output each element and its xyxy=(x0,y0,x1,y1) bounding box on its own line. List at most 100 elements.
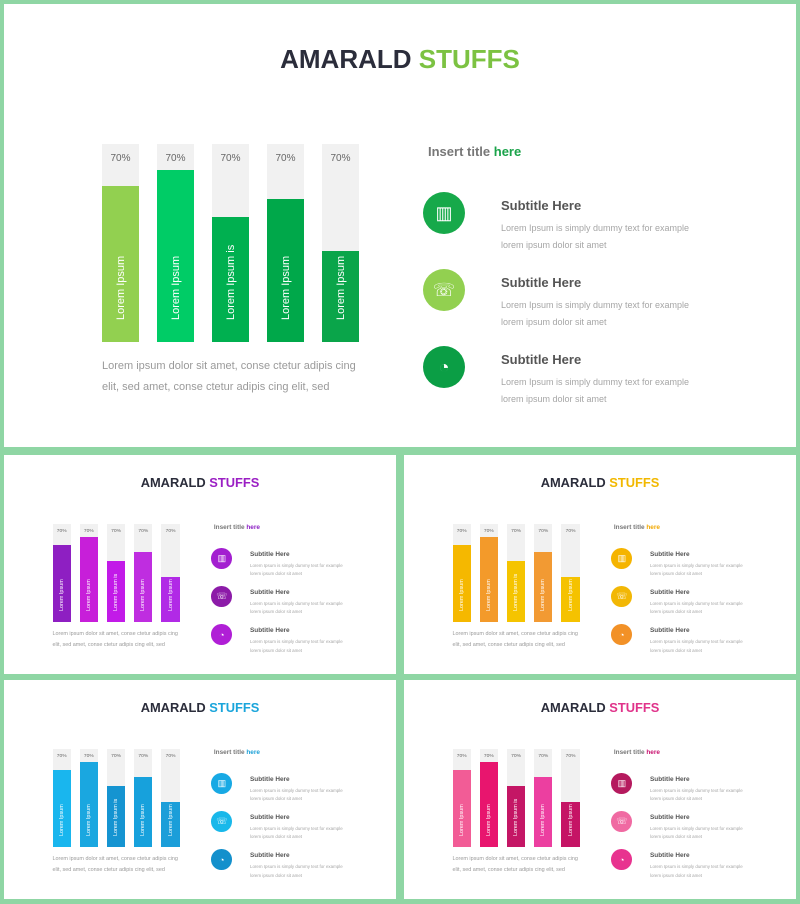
bar-percent-label: 70% xyxy=(456,753,467,759)
item-subtitle: Subtitle Here xyxy=(650,551,690,559)
bar-label: Lorem Ipsum is xyxy=(224,244,237,320)
bar-percent-label: 70% xyxy=(83,528,94,534)
bar: Lorem Ipsum is xyxy=(212,217,249,342)
bar-percent-label: 70% xyxy=(565,753,576,759)
bar-track: 70% Lorem Ipsum xyxy=(452,524,471,623)
item-description: Lorem Ipsum is simply dummy text for exa… xyxy=(501,377,690,404)
bar-label: Lorem Ipsum xyxy=(485,579,492,612)
bar-label: Lorem Ipsum xyxy=(540,579,547,612)
pie-gear-icon: ◔ xyxy=(611,849,633,871)
support-24-icon: ☏ xyxy=(611,586,633,607)
bar: Lorem Ipsum xyxy=(52,769,71,848)
insert-title-text: Insert title xyxy=(213,749,245,757)
bar: Lorem Ipsum xyxy=(79,537,99,623)
feature-item: ☏ Subtitle Here Lorem Ipsum is simply dumm… xyxy=(423,269,723,339)
feature-item: ▥ Subtitle Here Lorem Ipsum is simply dumm… xyxy=(211,773,360,808)
bar: Lorem Ipsum is xyxy=(506,785,526,848)
bar-label: Lorem Ipsum xyxy=(167,804,174,837)
bar-track: 70% Lorem Ipsum xyxy=(134,524,153,623)
bar-percent-label: 70% xyxy=(511,528,522,534)
caption-text: Lorem ipsum dolor sit amet, conse ctetur… xyxy=(452,631,578,648)
bar-track: 70% Lorem Ipsum xyxy=(267,144,304,342)
bar-track: 70% Lorem Ipsum xyxy=(479,749,499,848)
item-description: Lorem Ipsum is simply dummy text for exa… xyxy=(650,562,743,577)
bar-label: Lorem Ipsum xyxy=(567,804,574,837)
caption-text: Lorem ipsum dolor sit amet, conse ctetur… xyxy=(52,631,178,648)
bar-percent-label: 70% xyxy=(83,753,94,759)
bar-percent-label: 70% xyxy=(565,528,576,534)
item-description: Lorem Ipsum is simply dummy text for exa… xyxy=(250,787,343,802)
bar-track: 70% Lorem Ipsum xyxy=(157,144,194,342)
bar-label: Lorem Ipsum xyxy=(140,804,147,837)
bar-chart: 70% Lorem Ipsum 70% Lorem Ipsum 70% Lorem Ips… xyxy=(52,749,180,848)
insert-title: Insert title here xyxy=(214,749,260,756)
bar-track: 70% Lorem Ipsum xyxy=(161,524,180,623)
item-description: Lorem Ipsum is simply dummy text for exa… xyxy=(650,639,743,653)
bar-track: 70% Lorem Ipsum xyxy=(79,749,99,848)
bar: Lorem Ipsum xyxy=(161,802,180,848)
insert-title: Insert title here xyxy=(214,524,260,531)
chart-icon: ▥ xyxy=(211,548,233,569)
item-description: Lorem Ipsum is simply dummy text for exa… xyxy=(650,601,743,615)
bar-percent-label: 70% xyxy=(56,528,67,534)
bar-percent-label: 70% xyxy=(511,753,522,759)
insert-title-text: Insert title xyxy=(613,749,645,757)
item-description: Lorem Ipsum is simply dummy text for exa… xyxy=(250,601,343,615)
caption-text: Lorem ipsum dolor sit amet, conse ctetur… xyxy=(452,856,578,873)
bar-label: Lorem Ipsum xyxy=(334,255,347,320)
item-subtitle: Subtitle Here xyxy=(650,627,690,635)
slide-title: AMARALD STUFFS xyxy=(4,475,396,490)
bar-chart: 70% Lorem Ipsum 70% Lorem Ipsum 70% Lorem Ips… xyxy=(52,524,180,623)
feature-item: ☏ Subtitle Here Lorem Ipsum is simply dumm… xyxy=(211,586,360,621)
bar-percent-label: 70% xyxy=(165,528,176,534)
feature-item: ▥ Subtitle Here Lorem Ipsum is simply dumm… xyxy=(611,548,760,583)
bar: Lorem Ipsum xyxy=(561,577,580,623)
bar: Lorem Ipsum xyxy=(79,762,99,848)
bar-track: 70% Lorem Ipsum is xyxy=(106,749,126,848)
bar: Lorem Ipsum xyxy=(267,199,304,342)
bar-label: Lorem Ipsum xyxy=(58,579,65,612)
item-subtitle: Subtitle Here xyxy=(250,852,290,860)
bar-label: Lorem Ipsum xyxy=(567,579,574,612)
title-prefix: AMARALD xyxy=(140,474,206,490)
bar-track: 70% Lorem Ipsum is xyxy=(106,524,126,623)
title-prefix: AMARALD xyxy=(140,699,206,715)
bar-track: 70% Lorem Ipsum xyxy=(79,524,99,623)
bar-track: 70% Lorem Ipsum xyxy=(561,749,580,848)
pie-gear-icon: ◔ xyxy=(211,624,233,646)
title-accent: STUFFS xyxy=(418,44,520,74)
item-subtitle: Subtitle Here xyxy=(501,275,582,290)
bar: Lorem Ipsum xyxy=(534,551,553,623)
bar-label: Lorem Ipsum xyxy=(458,804,465,837)
feature-item: ◔ Subtitle Here Lorem Ipsum is simply dumm… xyxy=(211,624,360,659)
bar-percent-label: 70% xyxy=(220,153,241,164)
bar: Lorem Ipsum xyxy=(134,776,153,848)
bar-label: Lorem Ipsum xyxy=(85,804,92,837)
item-description: Lorem Ipsum is simply dummy text for exa… xyxy=(250,864,343,878)
slide-title: AMARALD STUFFS xyxy=(4,700,396,715)
bar: Lorem Ipsum xyxy=(134,551,153,623)
bar: Lorem Ipsum xyxy=(452,769,471,848)
bar: Lorem Ipsum xyxy=(102,185,139,342)
bar-percent-label: 70% xyxy=(165,753,176,759)
bar-label: Lorem Ipsum xyxy=(85,579,92,612)
item-subtitle: Subtitle Here xyxy=(250,814,290,822)
bar-percent-label: 70% xyxy=(275,153,296,164)
title-prefix: AMARALD xyxy=(540,474,606,490)
bar-percent-label: 70% xyxy=(138,753,149,759)
item-description: Lorem Ipsum is simply dummy text for exa… xyxy=(501,223,690,250)
bar-chart: 70% Lorem Ipsum 70% Lorem Ipsum 70% Lorem Ips… xyxy=(102,144,359,342)
bar-track: 70% Lorem Ipsum is xyxy=(212,144,249,342)
pie-gear-icon: ◔ xyxy=(211,849,233,871)
insert-title-accent: here xyxy=(646,749,660,757)
feature-item: ☏ Subtitle Here Lorem Ipsum is simply dumm… xyxy=(611,811,760,846)
feature-item: ◔ Subtitle Here Lorem Ipsum is simply dumm… xyxy=(211,849,360,884)
bar: Lorem Ipsum xyxy=(534,776,553,848)
pie-gear-icon: ◔ xyxy=(611,624,633,646)
bar-track: 70% Lorem Ipsum xyxy=(534,749,553,848)
bar-percent-label: 70% xyxy=(538,753,549,759)
insert-title-accent: here xyxy=(246,749,260,757)
insert-title: Insert title here xyxy=(614,749,660,756)
bar-track: 70% Lorem Ipsum xyxy=(134,749,153,848)
slide-title: AMARALD STUFFS xyxy=(404,700,796,715)
